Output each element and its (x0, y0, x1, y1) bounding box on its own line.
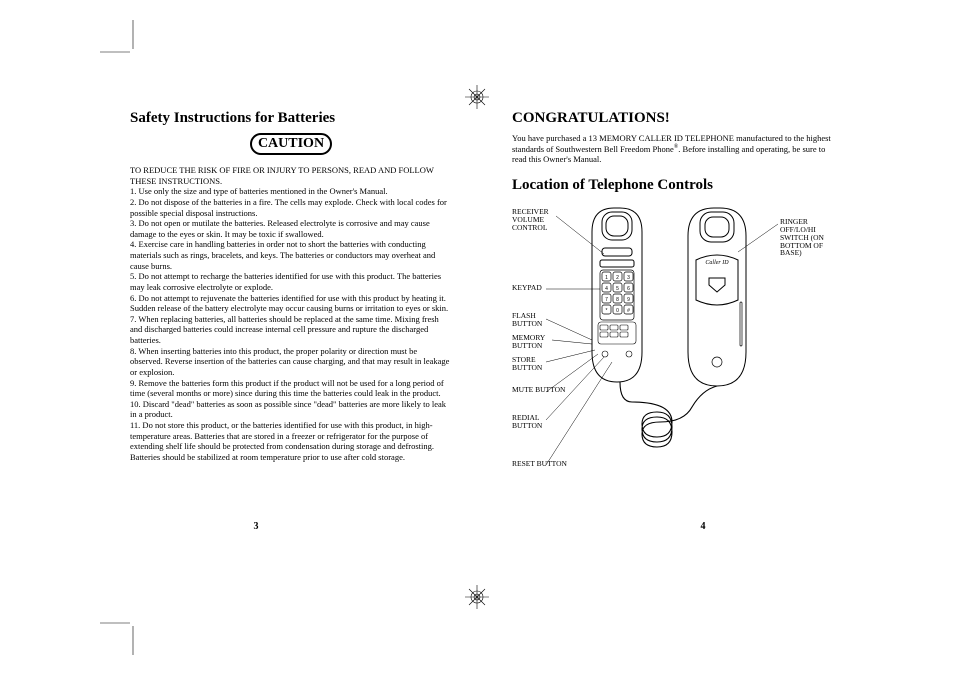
safety-item: 3. Do not open or mutilate the batteries… (130, 218, 452, 239)
telephone-icon: 1 2 3 4 5 6 7 8 9 * 0 # (572, 202, 782, 472)
svg-text:7: 7 (605, 297, 608, 303)
svg-text:6: 6 (627, 286, 630, 292)
safety-item: 9. Remove the batteries form this produc… (130, 378, 452, 399)
svg-text:4: 4 (605, 286, 608, 292)
safety-item: 4. Exercise care in handling batteries i… (130, 239, 452, 271)
telephone-diagram: RECEIVER VOLUME CONTROL KEYPAD FLASH BUT… (512, 202, 834, 522)
congrats-text: You have purchased a 13 MEMORY CALLER ID… (512, 133, 834, 165)
registration-mark-icon (465, 85, 489, 109)
registration-mark-icon (465, 585, 489, 609)
safety-item: 1. Use only the size and type of batteri… (130, 186, 452, 197)
safety-item: 2. Do not dispose of the batteries in a … (130, 197, 452, 218)
congrats-title: CONGRATULATIONS! (512, 110, 834, 127)
page-left: Safety Instructions for Batteries CAUTIO… (50, 110, 462, 522)
svg-text:9: 9 (627, 297, 630, 303)
svg-text:#: # (627, 308, 630, 314)
safety-item: 5. Do not attempt to recharge the batter… (130, 271, 452, 292)
caution-box: CAUTION (250, 133, 332, 155)
safety-item: 10. Discard "dead" batteries as soon as … (130, 399, 452, 420)
safety-intro: TO REDUCE THE RISK OF FIRE OR INJURY TO … (130, 165, 452, 186)
safety-instructions: TO REDUCE THE RISK OF FIRE OR INJURY TO … (130, 165, 452, 463)
svg-text:0: 0 (616, 308, 619, 314)
page-number-right: 4 (502, 521, 904, 532)
svg-text:2: 2 (616, 275, 619, 281)
page-number-left: 3 (50, 521, 462, 532)
svg-text:1: 1 (605, 275, 608, 281)
safety-item: 11. Do not store this product, or the ba… (130, 420, 452, 463)
safety-item: 8. When inserting batteries into this pr… (130, 346, 452, 378)
svg-text:5: 5 (616, 286, 619, 292)
svg-text:*: * (606, 308, 608, 314)
caller-id-text: Caller ID (705, 260, 729, 266)
safety-title: Safety Instructions for Batteries (130, 110, 452, 127)
page-right: CONGRATULATIONS! You have purchased a 13… (502, 110, 904, 522)
svg-text:3: 3 (627, 275, 630, 281)
safety-item: 6. Do not attempt to rejuvenate the batt… (130, 293, 452, 314)
controls-heading: Location of Telephone Controls (512, 177, 834, 194)
svg-text:8: 8 (616, 297, 619, 303)
safety-item: 7. When replacing batteries, all batteri… (130, 314, 452, 346)
